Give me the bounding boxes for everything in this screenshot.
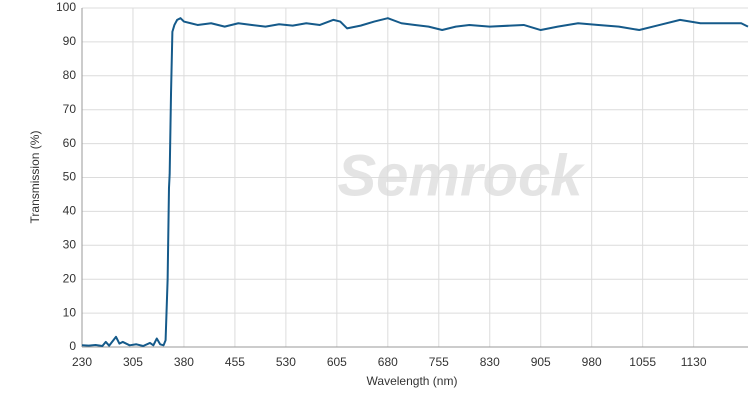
y-axis-title: Transmission (%): [28, 131, 42, 224]
x-tick-label: 305: [123, 355, 143, 369]
watermark: Semrock: [337, 143, 585, 208]
y-tick-label: 10: [63, 305, 77, 319]
y-tick-label: 80: [63, 68, 77, 82]
x-tick-label: 530: [276, 355, 296, 369]
y-tick-label: 50: [63, 170, 77, 184]
y-tick-label: 100: [56, 0, 76, 14]
y-tick-label: 30: [63, 237, 77, 251]
y-tick-label: 60: [63, 136, 77, 150]
x-tick-label: 680: [378, 355, 398, 369]
x-tick-label: 755: [429, 355, 449, 369]
y-tick-label: 20: [63, 271, 77, 285]
data-line: [81, 17, 749, 347]
x-tick-label: 1130: [681, 355, 707, 369]
y-tick-label: 90: [63, 34, 77, 48]
x-tick-label: 380: [174, 355, 194, 369]
x-tick-label: 230: [72, 355, 92, 369]
x-tick-label: 605: [327, 355, 347, 369]
x-tick-label: 905: [531, 355, 551, 369]
y-tick-label: 70: [63, 102, 77, 116]
y-tick-label: 40: [63, 204, 77, 218]
x-tick-label: 980: [582, 355, 602, 369]
x-tick-label: 830: [480, 355, 500, 369]
x-tick-label: 1055: [629, 355, 656, 369]
x-tick-label: 455: [225, 355, 245, 369]
x-axis-title: Wavelength (nm): [367, 374, 458, 388]
y-tick-label: 0: [69, 339, 76, 353]
